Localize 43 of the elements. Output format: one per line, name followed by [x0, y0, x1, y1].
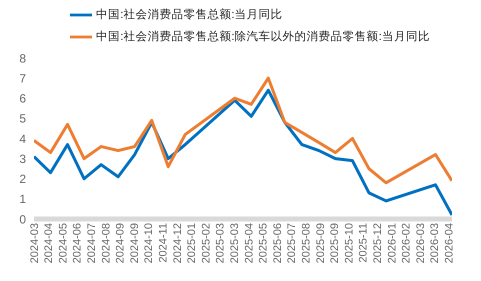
x-tick-label: 2024-10 — [143, 223, 156, 264]
x-tick-label: 2025-10 — [343, 223, 356, 264]
x-tick-label: 2026-04 — [444, 223, 456, 264]
y-tick-label: 6 — [19, 92, 26, 106]
x-tick-label: 2026-01 — [386, 223, 398, 264]
x-tick-label: 2024-08 — [100, 223, 112, 264]
x-tick-label: 2025-07 — [286, 223, 298, 264]
y-tick-label: 4 — [19, 132, 26, 146]
legend-label: 中国:社会消费品零售总额:当月同比 — [96, 9, 283, 22]
x-tick-label: 2024-03 — [28, 223, 41, 264]
y-tick-label: 5 — [19, 112, 26, 126]
x-tick-label: 2024-09 — [114, 223, 127, 264]
x-tick-label: 2024-05 — [57, 223, 70, 264]
x-tick-label: 2024-11 — [158, 223, 170, 263]
x-tick-label: 2025-12 — [372, 223, 384, 264]
x-tick-label: 2025-11 — [358, 223, 370, 263]
x-tick-label: 2025-05 — [258, 223, 270, 264]
x-tick-label: 2025-02 — [200, 223, 212, 264]
y-tick-label: 0 — [19, 212, 26, 226]
x-tick-label: 2025-03 — [214, 223, 227, 264]
y-tick-label: 1 — [19, 192, 26, 206]
y-tick-label: 8 — [19, 51, 26, 66]
x-tick-label: 2025-09 — [314, 223, 327, 264]
x-tick-label: 2024-09 — [128, 223, 141, 264]
x-tick-label: 2026-03 — [414, 223, 427, 264]
x-tick-label: 2024-06 — [72, 223, 84, 264]
x-tick-label: 2024-12 — [172, 223, 184, 264]
x-tick-label: 2024-04 — [43, 223, 56, 264]
legend-label: 中国:社会消费品零售总额:除汽车以外的消费品零售额:当月同比 — [96, 31, 430, 44]
y-tick-label: 2 — [19, 172, 26, 186]
x-tick-label: 2025-03 — [229, 223, 242, 264]
y-tick-label: 3 — [19, 152, 26, 166]
x-tick-label: 2025-08 — [300, 223, 313, 264]
x-tick-label: 2025-09 — [329, 223, 342, 264]
x-tick-label: 2024-07 — [86, 223, 98, 264]
x-tick-label: 2026-03 — [429, 223, 442, 264]
x-tick-label: 2025-01 — [186, 223, 198, 264]
x-tick-label: 2025-04 — [243, 223, 256, 264]
x-tick-label: 2026-02 — [400, 223, 413, 264]
y-tick-label: 7 — [19, 71, 26, 86]
line-series — [34, 88, 452, 216]
line-series — [34, 76, 452, 184]
x-tick-label: 2025-06 — [272, 223, 284, 264]
